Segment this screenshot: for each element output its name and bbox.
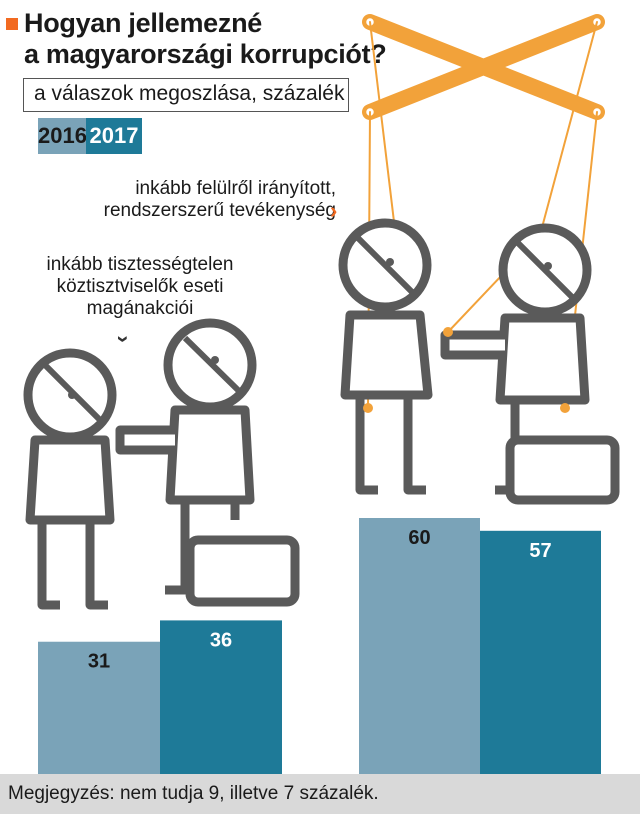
person-figure-left-2	[115, 318, 300, 607]
puppet-figure-right-1	[338, 218, 433, 495]
bar-2016-cat1	[359, 518, 480, 774]
title-accent-square	[6, 18, 18, 30]
bar-value-label: 57	[529, 540, 551, 562]
string-knot-icon	[363, 327, 570, 413]
footnote: Megjegyzés: nem tudja 9, illetve 7 száza…	[0, 774, 640, 814]
bar-2017-cat0	[160, 620, 282, 774]
bar-value-label: 36	[210, 629, 232, 651]
chart-title: Hogyan jellemezné a magyarországi korrup…	[24, 8, 387, 69]
legend-2017: 2017	[86, 118, 142, 154]
chart-subtitle: a válaszok megoszlása, százalék	[23, 78, 349, 112]
person-figure-left-1	[23, 348, 117, 610]
legend-2016: 2016	[38, 118, 87, 154]
bar-2016-cat0	[38, 641, 160, 774]
category-label-individual: inkább tisztességtelen köztisztviselők e…	[46, 254, 234, 319]
category-label-systemic: inkább felülről irányított, rendszerszer…	[103, 178, 336, 221]
puppet-figure-right-2	[440, 223, 620, 505]
bar-value-label: 31	[88, 651, 110, 673]
chevron-right-icon: ›	[330, 198, 338, 223]
bar-2017-cat1	[480, 530, 601, 774]
bar-value-label: 60	[408, 527, 430, 549]
